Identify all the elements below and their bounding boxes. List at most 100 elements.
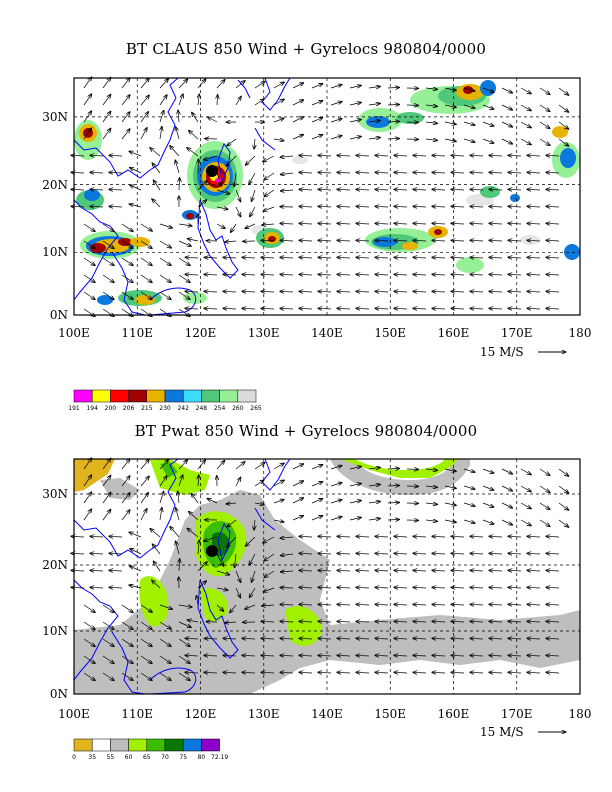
claus-cluster-central bbox=[256, 186, 520, 273]
claus-map-panel: 100E 110E 120E 130E 140E 150E 160E 170E … bbox=[42, 77, 591, 412]
wind-vector bbox=[394, 308, 408, 309]
wind-vector bbox=[129, 151, 142, 157]
wind-vector bbox=[280, 156, 294, 157]
wind-vector bbox=[263, 587, 275, 592]
wind-vector bbox=[413, 638, 427, 639]
x-tick: 140E bbox=[311, 707, 343, 721]
wind-vector bbox=[230, 604, 237, 613]
wind-vector bbox=[245, 604, 256, 609]
colorbar-label: 70 bbox=[161, 754, 169, 761]
wind-vector bbox=[102, 291, 114, 300]
wind-vector bbox=[223, 308, 237, 309]
wind-vector bbox=[185, 257, 199, 258]
pwat-y-axis: 0N 10N 20N 30N bbox=[42, 487, 68, 701]
wind-vector bbox=[413, 655, 427, 656]
wind-vector bbox=[451, 672, 465, 673]
wind-vector bbox=[413, 155, 427, 156]
colorbar-label: 65 bbox=[143, 754, 151, 761]
wind-vector bbox=[356, 240, 370, 241]
wind-vector bbox=[178, 638, 190, 647]
wind-vector bbox=[508, 155, 522, 156]
pwat-wind-vectors bbox=[71, 458, 569, 681]
wind-vector bbox=[546, 189, 560, 190]
colorbar-label: 0 bbox=[72, 754, 76, 761]
wind-vector bbox=[292, 464, 304, 470]
wind-vector bbox=[140, 476, 149, 487]
wind-vector bbox=[185, 291, 199, 292]
wind-vector bbox=[508, 189, 522, 190]
wind-vector bbox=[318, 570, 332, 571]
x-tick: 180 bbox=[569, 707, 592, 721]
wind-vector bbox=[71, 206, 85, 207]
wind-vector bbox=[470, 223, 484, 224]
wind-vector bbox=[394, 257, 408, 258]
wind-vector bbox=[356, 274, 370, 275]
wind-vector bbox=[121, 476, 130, 487]
x-tick: 130E bbox=[248, 707, 280, 721]
wind-vector bbox=[261, 274, 275, 275]
wind-vector bbox=[178, 621, 191, 628]
wind-vector bbox=[539, 121, 550, 129]
wind-vector bbox=[83, 111, 92, 123]
wind-vector bbox=[432, 655, 446, 656]
wind-vector bbox=[273, 118, 284, 123]
wind-vector bbox=[330, 483, 342, 487]
wind-vector bbox=[368, 467, 380, 469]
wind-vector bbox=[470, 155, 484, 156]
colorbar-label: 80 bbox=[198, 754, 206, 761]
wind-vector bbox=[90, 172, 104, 173]
wind-vector bbox=[159, 476, 167, 487]
wind-vector bbox=[280, 554, 294, 556]
wind-vector bbox=[198, 94, 199, 106]
wind-vector bbox=[159, 621, 171, 629]
colorbar-label: 265 bbox=[250, 405, 262, 412]
wind-vector bbox=[368, 501, 380, 503]
wind-vector bbox=[394, 604, 408, 605]
wind-vector bbox=[226, 155, 237, 166]
wind-vector bbox=[280, 291, 294, 292]
wind-vector bbox=[249, 172, 256, 184]
wind-vector bbox=[90, 553, 104, 554]
wind-vector bbox=[273, 480, 284, 487]
wind-vector bbox=[375, 587, 389, 588]
wind-vector bbox=[261, 672, 275, 673]
colorbar-swatch bbox=[146, 389, 166, 403]
wind-vector bbox=[299, 570, 313, 571]
wind-vector bbox=[432, 604, 446, 605]
wind-vector bbox=[299, 553, 313, 554]
wind-vector bbox=[204, 536, 218, 541]
wind-vector bbox=[489, 206, 503, 207]
wind-vector bbox=[356, 308, 370, 309]
wind-vector bbox=[251, 189, 256, 201]
wind-vector bbox=[451, 291, 465, 292]
y-tick: 30N bbox=[42, 487, 68, 501]
wind-vector bbox=[204, 274, 218, 275]
wind-vector bbox=[242, 672, 256, 673]
wind-vector bbox=[387, 138, 400, 139]
wind-vector bbox=[299, 308, 313, 309]
wind-vector bbox=[394, 274, 408, 275]
wind-vector bbox=[413, 621, 427, 622]
wind-vector bbox=[90, 155, 104, 156]
wind-vector bbox=[444, 139, 456, 141]
wind-vector bbox=[178, 257, 190, 266]
wind-vector bbox=[482, 502, 494, 507]
wind-vector bbox=[140, 274, 152, 283]
wind-vector bbox=[394, 155, 408, 156]
wind-vector bbox=[179, 178, 180, 191]
wind-vector bbox=[558, 138, 569, 146]
wind-vector bbox=[489, 189, 503, 190]
wind-vector bbox=[356, 587, 370, 588]
wind-vector bbox=[176, 127, 180, 140]
wind-vector bbox=[223, 291, 237, 292]
wind-vector bbox=[413, 570, 427, 571]
wind-vector bbox=[470, 604, 484, 605]
x-tick: 150E bbox=[374, 326, 406, 340]
wind-vector bbox=[501, 138, 513, 144]
pwat-colorbar: 0 35 55 60 65 70 75 80 72.19 bbox=[72, 738, 228, 761]
wind-vector bbox=[121, 672, 133, 681]
wind-vector bbox=[318, 155, 332, 156]
wind-vector bbox=[432, 587, 446, 588]
wind-vector bbox=[261, 240, 275, 241]
wind-vector bbox=[489, 621, 503, 622]
